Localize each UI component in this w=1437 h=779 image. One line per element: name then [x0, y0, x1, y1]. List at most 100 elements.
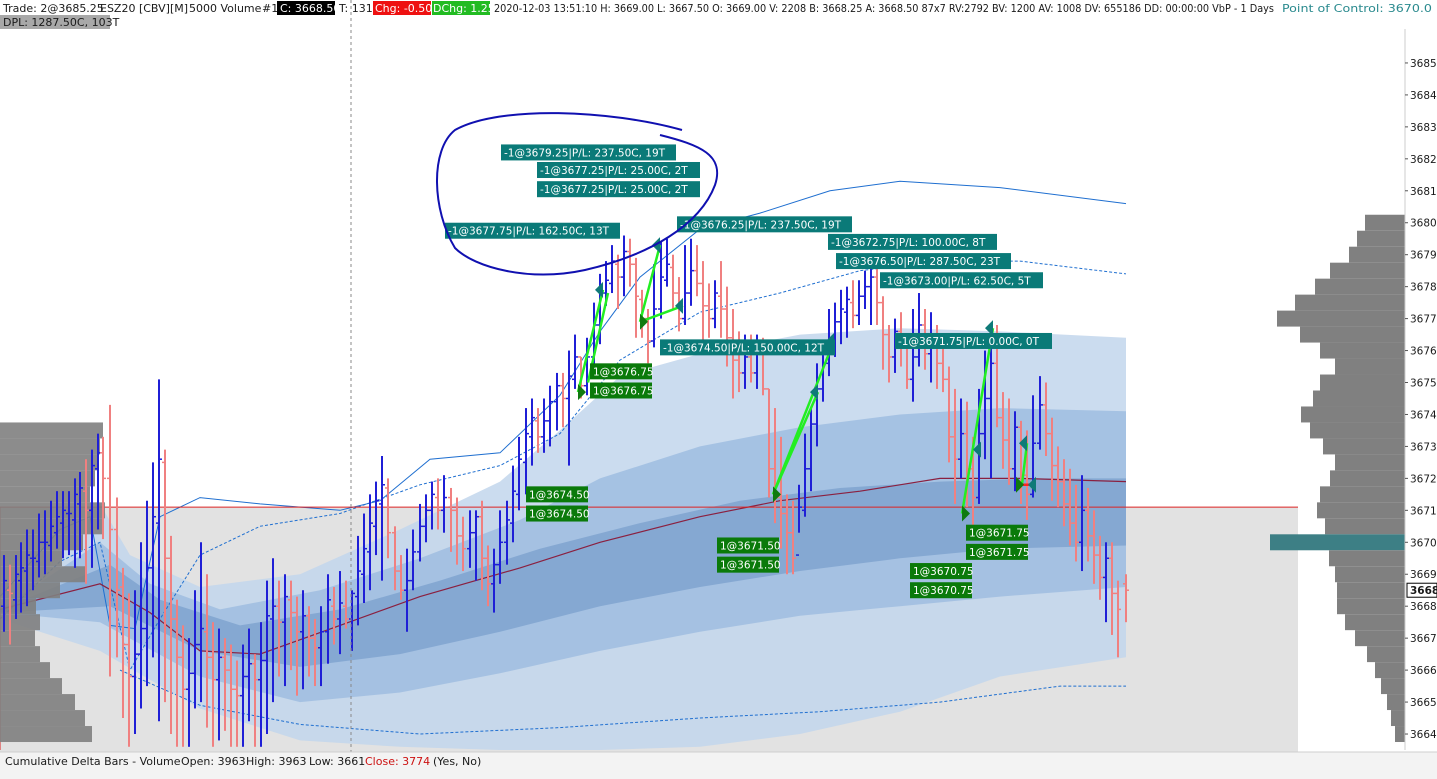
price-bar: [541, 398, 547, 453]
trade-label-text: -1@3676.25|P/L: 237.50C, 19T: [680, 219, 842, 231]
price-bar: [404, 548, 410, 632]
trade-label-text: -1@3671.75|P/L: 0.00C, 0T: [898, 336, 1040, 348]
std-band-3: [0, 478, 1126, 667]
right-profile-row: [1277, 310, 1405, 327]
axis-tick-label: 3665.: [1410, 697, 1437, 709]
axis-tick-label: 3683.: [1410, 122, 1437, 134]
price-bar: [325, 574, 331, 664]
price-bar: [66, 491, 72, 556]
freehand-circle: [436, 112, 718, 276]
current-price-label: 3668.: [1410, 585, 1437, 597]
price-bar: [54, 491, 60, 549]
trade-label-buy: 1@3670.75: [910, 563, 974, 580]
trade-label-bg: [501, 144, 676, 161]
price-bar: [417, 503, 423, 562]
axis-tick-label: 3678.: [1410, 282, 1437, 294]
axis-tick-label: 3677.: [1410, 314, 1437, 326]
axis-tick-label: 3684.: [1410, 90, 1437, 102]
price-bar: [42, 510, 48, 575]
trade-marker-buy: [640, 313, 648, 330]
study-close-text: Close: 3774: [365, 755, 430, 768]
trade-label-bg: [880, 272, 1043, 289]
trade-label-buy: 1@3676.75: [590, 363, 654, 380]
trade-label-sell: -1@3676.50|P/L: 287.50C, 23T: [836, 253, 1011, 270]
left-profile-row: [0, 614, 40, 631]
right-profile-row: [1323, 438, 1405, 455]
trade-marker-sell: [810, 384, 818, 401]
price-bar: [958, 398, 964, 479]
left-profile-row: [0, 710, 85, 727]
trade-label-bg: [590, 382, 652, 399]
price-bar: [1055, 446, 1061, 508]
price-bar: [868, 261, 874, 325]
trade-label-bg: [717, 537, 779, 554]
price-bar: [294, 596, 300, 696]
price-bar: [554, 372, 560, 431]
price-bar: [361, 513, 367, 604]
right-profile-row: [1329, 550, 1405, 567]
trade-label-buy: 1@3670.75: [910, 582, 974, 599]
trade-label-text: -1@3677.25|P/L: 25.00C, 2T: [540, 165, 688, 177]
trade-label-buy: 1@3671.50: [717, 556, 781, 573]
right-profile-row: [1320, 486, 1405, 503]
left-profile-row: [0, 662, 50, 679]
study-footer: Cumulative Delta Bars - Volume Open: 396…: [0, 751, 1437, 779]
price-bar: [670, 254, 676, 310]
trade-label-text: -1@3679.25|P/L: 237.50C, 19T: [504, 147, 666, 159]
price-bar: [766, 388, 772, 498]
details-text: 2020-12-03 13:51:10 H: 3669.00 L: 3667.5…: [494, 2, 1274, 15]
price-bar: [862, 270, 868, 310]
price-bar: [796, 484, 802, 556]
trade-marker-sell: [675, 297, 683, 314]
std-dev-bands: [0, 328, 1126, 750]
axis-tick-label: 3673.: [1410, 441, 1437, 453]
right-profile-row: [1320, 374, 1405, 391]
trade-label-text: 1@3671.75: [969, 547, 1030, 559]
left-profile-row: [0, 678, 62, 695]
trade-marker-sell: [1019, 435, 1027, 452]
t-field-text: T: 1315: [338, 2, 380, 15]
price-bar: [60, 491, 66, 559]
price-bar: [497, 510, 503, 584]
right-profile-row: [1349, 246, 1405, 263]
price-bar: [252, 654, 258, 747]
left-profile-row: [0, 566, 85, 583]
price-bar: [7, 564, 13, 645]
axis-tick-label: 3668.: [1410, 601, 1437, 613]
price-bar: [1000, 392, 1006, 469]
close-box-bg: [277, 1, 335, 15]
trade-label-text: 1@3676.75: [593, 386, 654, 398]
trade-marker-sell: [973, 441, 981, 458]
axis-tick-label: 3679.: [1410, 250, 1437, 262]
chg-box-bg: [373, 1, 431, 15]
trade-label-buy: 1@3671.50: [717, 537, 781, 554]
trade-label-bg: [910, 582, 972, 599]
study-low-text: Low: 3661: [309, 755, 365, 768]
price-bar: [1073, 484, 1079, 562]
price-bar: [306, 606, 312, 677]
right-profile-row: [1315, 278, 1405, 295]
right-profile-row: [1330, 470, 1405, 487]
price-bar: [718, 261, 724, 338]
trade-label-text: 1@3670.75: [913, 585, 974, 597]
price-bar: [222, 638, 228, 731]
trade-label-text: 1@3671.75: [969, 528, 1030, 540]
chg-box-text: Chg: -0.50: [375, 2, 432, 15]
price-bar: [1067, 468, 1073, 546]
price-bar: [952, 388, 958, 504]
study-flags-text: (Yes, No): [433, 755, 481, 768]
trade-label-sell: -1@3677.25|P/L: 25.00C, 2T: [537, 162, 700, 179]
price-bar: [712, 280, 718, 329]
price-bar: [479, 500, 485, 591]
price-bar: [706, 283, 712, 338]
right-profile-row: [1337, 582, 1405, 599]
dchg-box-text: DChg: 1.25: [433, 2, 495, 15]
trade-connector: [638, 244, 662, 323]
price-bar: [910, 309, 916, 402]
price-bar: [566, 350, 572, 466]
trade-label-sell: -1@3672.75|P/L: 100.00C, 8T: [828, 233, 997, 250]
trade-connector: [639, 304, 684, 323]
price-bar: [126, 593, 132, 747]
axis-tick-label: 3666.: [1410, 665, 1437, 677]
